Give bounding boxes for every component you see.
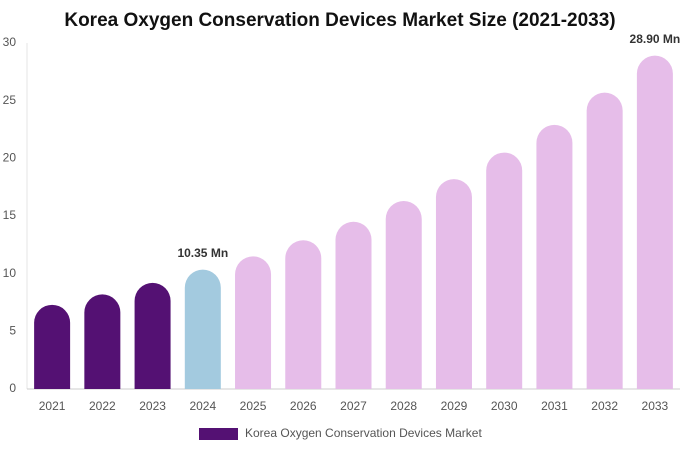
y-tick-label: 0 (9, 381, 16, 395)
x-tick-label: 2024 (189, 399, 216, 413)
x-tick-label: 2025 (240, 399, 267, 413)
bar (34, 304, 71, 389)
bar (335, 221, 372, 389)
bar (285, 240, 322, 389)
legend-label: Korea Oxygen Conservation Devices Market (245, 426, 482, 440)
x-tick-label: 2032 (591, 399, 618, 413)
y-tick-label: 15 (3, 208, 17, 222)
y-tick-label: 10 (3, 266, 17, 280)
y-tick-label: 5 (9, 324, 16, 338)
bar (636, 55, 673, 389)
x-tick-label: 2031 (541, 399, 568, 413)
x-tick-label: 2029 (441, 399, 468, 413)
y-tick-label: 25 (3, 93, 17, 107)
bar (536, 124, 573, 390)
x-tick-label: 2027 (340, 399, 367, 413)
x-tick-label: 2030 (491, 399, 518, 413)
y-tick-label: 30 (3, 35, 17, 49)
value-label: 28.90 Mn (630, 32, 680, 46)
y-tick-label: 20 (3, 151, 17, 165)
legend-swatch (199, 428, 238, 440)
value-label: 10.35 Mn (177, 246, 228, 260)
bar (385, 201, 422, 389)
bar (435, 179, 472, 389)
bar (184, 269, 221, 389)
bar (84, 294, 121, 389)
chart-title: Korea Oxygen Conservation Devices Market… (64, 10, 615, 31)
x-tick-label: 2028 (390, 399, 417, 413)
bar (586, 92, 623, 390)
bar (486, 152, 523, 389)
x-tick-label: 2021 (39, 399, 66, 413)
bar (235, 256, 272, 389)
x-tick-label: 2033 (642, 399, 669, 413)
x-tick-label: 2023 (139, 399, 166, 413)
bar (134, 282, 171, 389)
x-tick-label: 2026 (290, 399, 317, 413)
x-tick-label: 2022 (89, 399, 116, 413)
